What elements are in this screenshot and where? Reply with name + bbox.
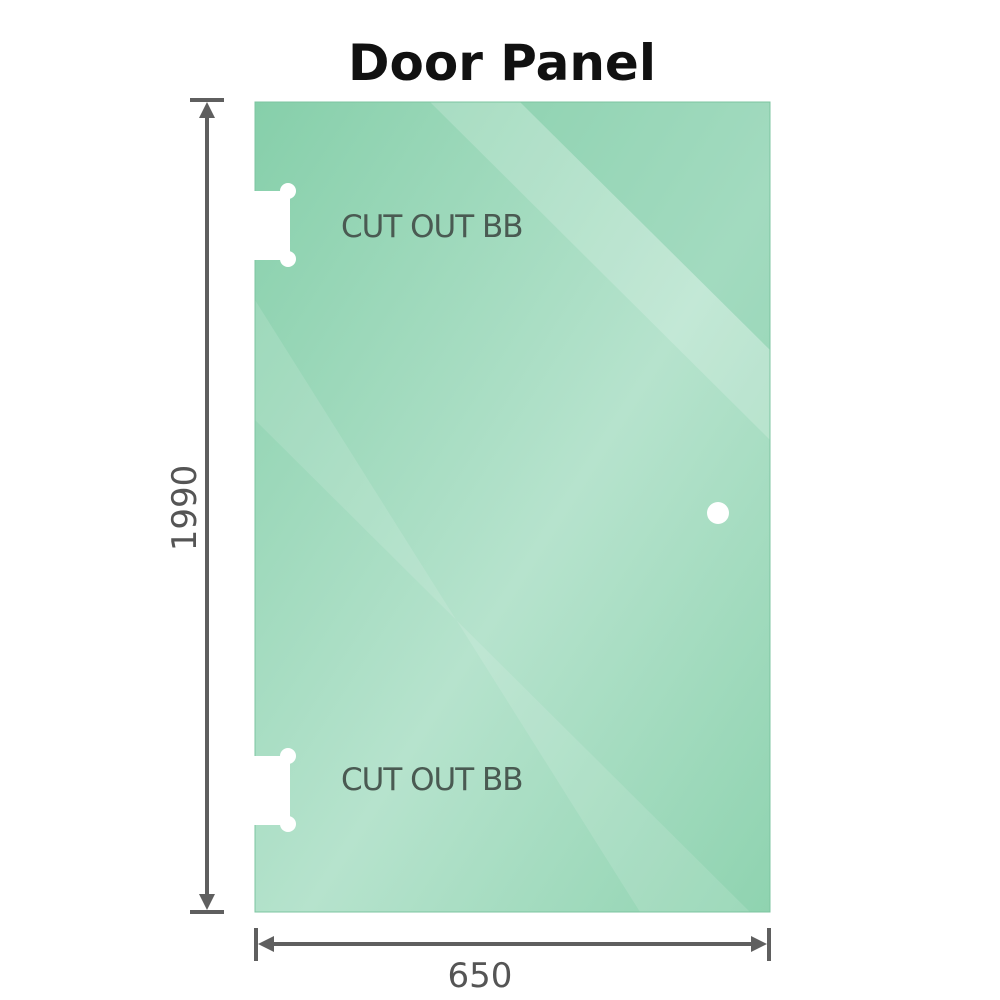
cutout-label-bottom: CUT OUT BB [341,762,523,798]
diagram-title: Door Panel [348,34,656,92]
height-label: 1990 [165,465,205,552]
height-dimension-line [190,98,224,914]
cutout-label-top: CUT OUT BB [341,209,523,245]
cutout-top [254,183,296,267]
width-label: 650 [448,956,513,996]
cutout-bottom [254,748,296,832]
glass-panel [254,101,771,913]
handle-hole [707,502,729,524]
width-dimension-line [254,928,771,961]
